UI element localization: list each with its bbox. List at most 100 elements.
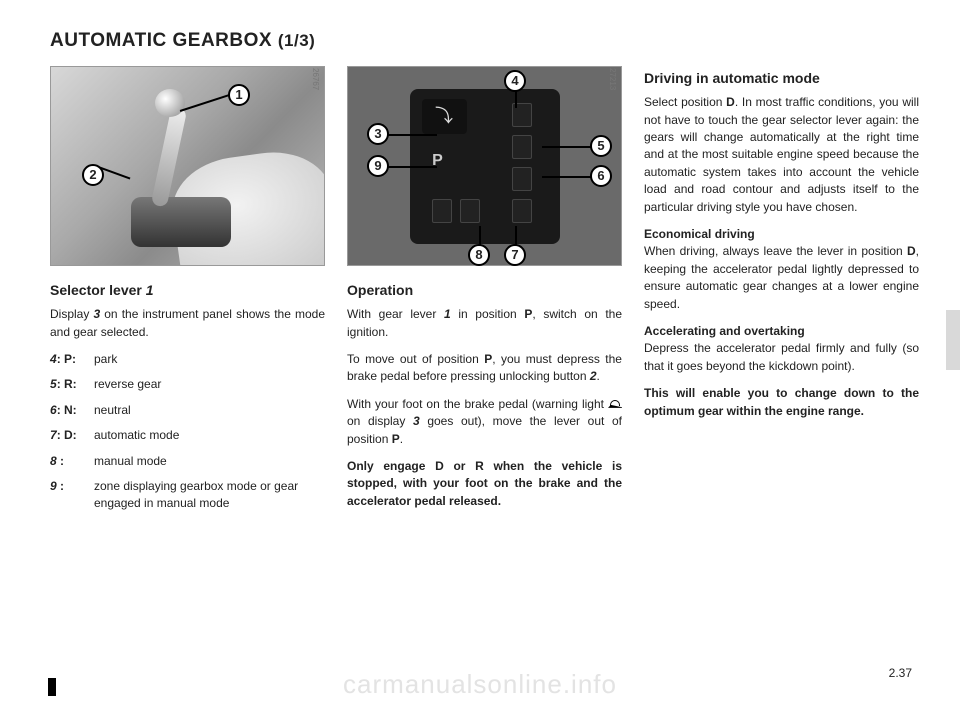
callout-9: 9 [367,155,389,177]
callout-3: 3 [367,123,389,145]
k: 6 [50,403,57,417]
t: Depress the accelerator pedal firmly and… [644,341,919,372]
t: When driving, always leave the lever in … [644,244,907,258]
k: 8 [50,454,57,468]
col1-heading: Selector lever 1 [50,280,325,300]
t: 3 [413,414,420,428]
panel-letter-p: P [428,149,448,172]
col3-p1: Select position D. In most traffic condi… [644,94,919,216]
t: With your foot on the brake pedal (warni… [347,397,608,411]
col2-p1: With gear lever 1 in position P, switch … [347,306,622,341]
k: 9 [50,479,57,493]
v: manual mode [94,453,325,470]
callout-8: 8 [468,244,490,266]
callout-1: 1 [228,84,250,106]
v: neutral [94,402,325,419]
column-3: Driving in automatic mode Select positio… [644,66,919,521]
col2-p4: Only engage D or R when the vehicle is s… [347,458,622,510]
title-main: AUTOMATIC GEARBOX [50,30,272,51]
figure-2-ref: 27213 [606,68,618,90]
t: Economical driving [644,227,755,241]
t: Accelerating and overtaking [644,324,805,338]
k: : [57,479,64,493]
lead [542,146,592,148]
col2-heading: Operation [347,280,622,300]
seg [432,199,452,223]
t: P [392,432,400,446]
t: Display [50,307,93,321]
figure-1-ref: 26767 [309,68,321,90]
t: With gear lever [347,307,444,321]
t: . [400,432,403,446]
k: : N: [57,403,77,417]
callout-6: 6 [590,165,612,187]
foot-brake-icon [608,400,622,410]
callout-5: 5 [590,135,612,157]
page-title: AUTOMATIC GEARBOX (1/3) [50,30,920,52]
k: : R: [57,377,77,391]
col1-heading-num: 1 [146,282,154,298]
seg [460,199,480,223]
gear-knob [155,89,185,117]
lever-base [131,197,231,247]
t: . [597,369,600,383]
columns: 26767 1 2 Selector lever 1 Display 3 on … [50,66,920,521]
seg [512,135,532,159]
mode-list: 4: P: park 5: R: reverse gear 6: N: neutral… [50,351,325,513]
v: automatic mode [94,427,325,444]
k: 4 [50,352,57,366]
col3-h2: Economical driving When driving, always … [644,226,919,313]
t: 2 [590,369,597,383]
lead [479,226,481,246]
k: : D: [57,428,77,442]
t: Select position [644,95,726,109]
figure-2-wrap: ⤵ P 27213 3 [347,66,622,266]
k: 7 [50,428,57,442]
t: in position [451,307,525,321]
callout-7: 7 [504,244,526,266]
col1-heading-text: Selector lever [50,282,142,298]
t: 1 [444,307,451,321]
col2-p3: With your foot on the brake pedal (warni… [347,396,622,448]
col3-p4: This will enable you to change down to t… [644,385,919,420]
callout-2: 2 [82,164,104,186]
title-part: (1/3) [278,31,315,50]
page-number: 2.37 [889,666,912,680]
t: To move out of position [347,352,484,366]
col3-heading: Driving in automatic mode [644,68,919,88]
mode-row: 9 : zone displaying gearbox mode or gear … [50,478,325,513]
mode-row: 6: N: neutral [50,402,325,419]
t: D [726,95,735,109]
lead [515,226,517,246]
v: zone displaying gearbox mode or gear eng… [94,478,325,513]
seg [512,167,532,191]
col3-h3: Accelerating and overtaking Depress the … [644,323,919,375]
col2-p2: To move out of position P, you must depr… [347,351,622,386]
v: reverse gear [94,376,325,393]
corner-mark [48,678,56,696]
lead [542,176,592,178]
k: : P: [57,352,76,366]
v: park [94,351,325,368]
column-2: ⤵ P 27213 3 [347,66,622,521]
lead [387,166,437,168]
column-1: 26767 1 2 Selector lever 1 Display 3 on … [50,66,325,521]
lead [515,90,517,108]
mode-row: 4: P: park [50,351,325,368]
k: : [57,454,64,468]
section-tab [946,310,960,370]
mode-row: 8 : manual mode [50,453,325,470]
col1-intro: Display 3 on the instrument panel shows … [50,306,325,341]
mode-row: 7: D: automatic mode [50,427,325,444]
manual-page: AUTOMATIC GEARBOX (1/3) 26767 1 2 S [0,0,960,710]
t: . In most traffic conditions, you will n… [644,95,919,213]
callout-4: 4 [504,70,526,92]
seg [512,199,532,223]
figure-1-wrap: 26767 1 2 [50,66,325,266]
foot-brake-icon: ⤵ [422,99,467,134]
lead [387,134,437,136]
k: 5 [50,377,57,391]
t: on display [347,414,413,428]
t: D [907,244,916,258]
mode-row: 5: R: reverse gear [50,376,325,393]
